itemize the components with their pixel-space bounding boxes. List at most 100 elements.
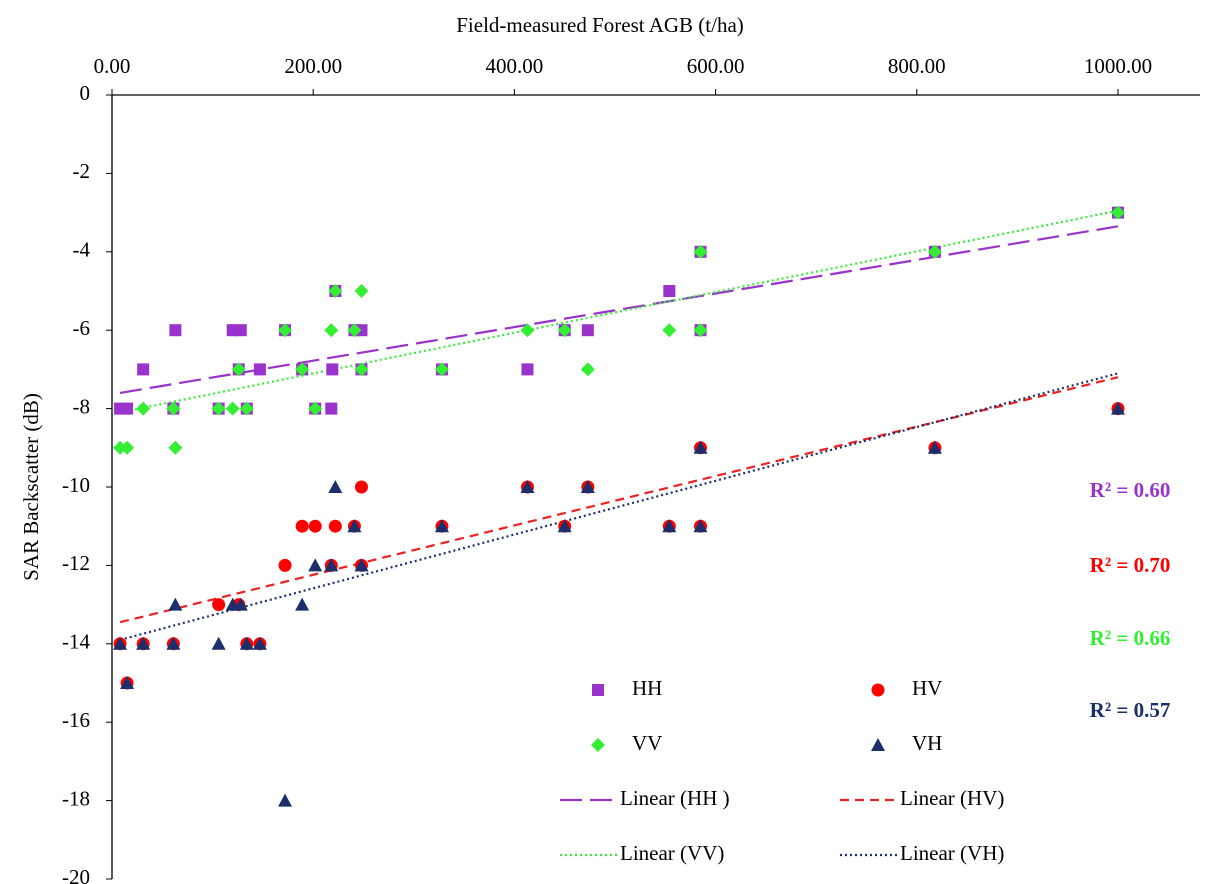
trendline: [119, 372, 1119, 641]
point: [693, 244, 708, 259]
point: [662, 323, 677, 338]
point: [355, 324, 368, 337]
point: [211, 636, 226, 650]
point: [557, 519, 572, 533]
point: [234, 324, 247, 337]
point: [225, 401, 240, 416]
y-tick-label: -14: [62, 630, 90, 654]
x-tick-label: 600.00: [687, 54, 745, 78]
annotation: R² = 0.66: [1090, 626, 1171, 650]
point: [278, 323, 293, 338]
point: [927, 440, 942, 454]
point: [169, 324, 182, 337]
trendline: [119, 376, 1119, 624]
point: [211, 401, 226, 416]
point: [927, 244, 942, 259]
point: [168, 440, 183, 455]
point: [581, 324, 594, 337]
trendline: [119, 209, 1119, 414]
legend-label: Linear (HH ): [620, 786, 730, 810]
legend-label: HV: [912, 676, 942, 700]
legend-label: Linear (VV): [620, 841, 724, 865]
y-tick-label: -12: [62, 551, 90, 575]
point: [324, 558, 339, 572]
y-tick-label: 0: [80, 81, 91, 105]
point: [324, 323, 339, 338]
point: [239, 401, 254, 416]
point: [354, 558, 369, 572]
point: [137, 363, 150, 376]
y-tick-label: -4: [73, 238, 91, 262]
point: [354, 480, 368, 494]
y-tick-label: -18: [62, 786, 90, 810]
annotation: R² = 0.70: [1090, 553, 1171, 577]
y-tick-label: -16: [62, 708, 90, 732]
point: [557, 323, 572, 338]
point: [693, 519, 708, 533]
point: [308, 519, 322, 533]
point: [136, 636, 151, 650]
y-tick-label: -8: [73, 394, 91, 418]
trendline: [119, 225, 1119, 395]
legend-label: Linear (VH): [900, 841, 1004, 865]
point: [308, 401, 323, 416]
legend-label: HH: [632, 676, 662, 700]
point: [580, 362, 595, 377]
point: [120, 676, 135, 689]
legend-label: Linear (HV): [900, 786, 1004, 810]
point: [231, 362, 246, 377]
point: [347, 519, 362, 533]
point: [328, 519, 342, 533]
y-tick-label: -20: [62, 865, 90, 884]
point: [520, 480, 535, 493]
point: [295, 519, 309, 533]
point: [1111, 401, 1125, 415]
point: [328, 480, 343, 493]
x-tick-label: 1000.00: [1084, 54, 1152, 78]
legend-marker: [871, 683, 885, 697]
y-axis-title: SAR Backscatter (dB): [19, 393, 43, 581]
point: [212, 598, 226, 612]
point: [168, 597, 183, 611]
legend-marker: [592, 684, 604, 696]
x-tick-label: 400.00: [486, 54, 544, 78]
point: [121, 402, 134, 415]
point: [693, 323, 708, 338]
point: [580, 480, 595, 493]
point: [326, 363, 339, 376]
x-tick-label: 0.00: [94, 54, 131, 78]
point: [166, 636, 181, 650]
point: [354, 284, 369, 298]
point: [113, 636, 128, 650]
point: [1111, 205, 1125, 220]
point: [693, 440, 708, 454]
point: [354, 362, 369, 377]
point: [520, 323, 535, 338]
point: [252, 636, 267, 650]
point: [278, 793, 293, 807]
point: [434, 362, 449, 377]
point: [295, 362, 310, 377]
y-tick-label: -6: [73, 316, 91, 340]
legend-label: VV: [632, 731, 662, 755]
point: [278, 558, 292, 572]
point: [662, 519, 677, 533]
point: [347, 323, 362, 338]
x-axis-title: Field-measured Forest AGB (t/ha): [456, 13, 744, 37]
point: [295, 597, 310, 611]
point: [136, 401, 151, 416]
point: [308, 558, 323, 572]
annotation: R² = 0.60: [1090, 478, 1171, 502]
point: [166, 401, 181, 416]
point: [328, 284, 343, 298]
legend-label: VH: [912, 731, 942, 755]
point: [239, 636, 254, 650]
point: [663, 285, 676, 297]
point: [113, 440, 128, 455]
point: [434, 519, 449, 533]
point: [120, 440, 135, 455]
point: [253, 363, 266, 376]
legend-marker: [591, 738, 605, 752]
legend-marker: [871, 738, 885, 751]
point: [233, 597, 248, 611]
